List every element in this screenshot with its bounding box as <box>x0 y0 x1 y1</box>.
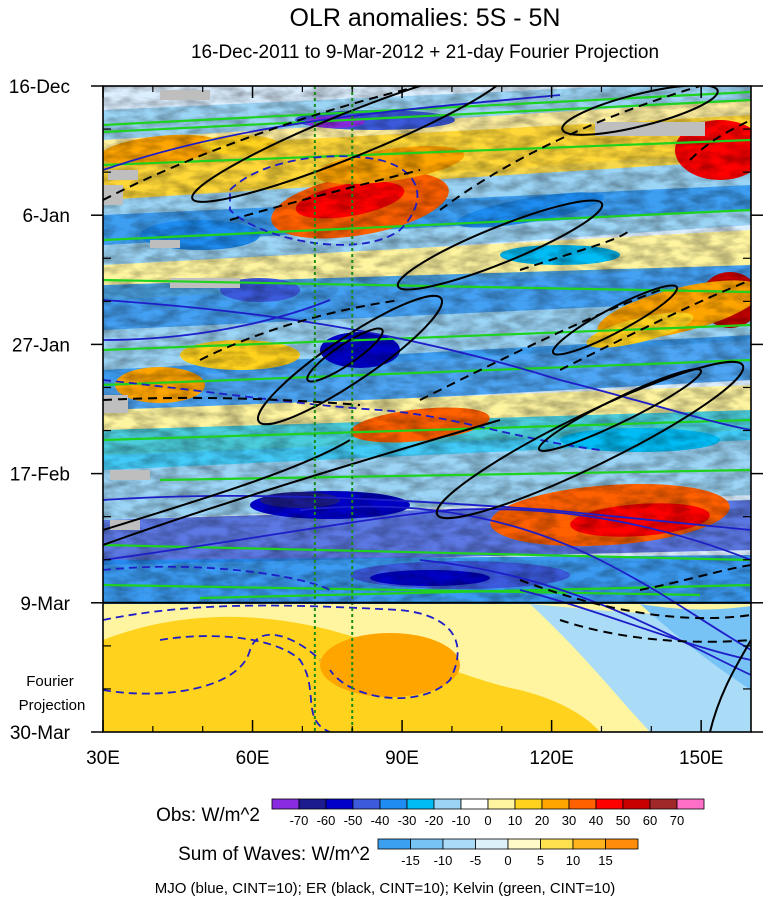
obs-colorbar-level-label: 20 <box>535 813 549 828</box>
obs-colorbar-level-label: -10 <box>452 813 471 828</box>
obs-colorbar-swatch <box>433 798 462 810</box>
waves-colorbar-level-label: -10 <box>434 853 453 868</box>
obs-colorbar-swatch <box>487 798 516 810</box>
x-tick-label: 120E <box>529 748 573 769</box>
obs-colorbar-swatch <box>298 798 327 810</box>
obs-colorbar-swatch <box>271 798 300 810</box>
obs-colorbar-swatch <box>406 798 435 810</box>
x-tick-label: 30E <box>86 748 120 769</box>
waves-colorbar-level-label: 0 <box>504 853 511 868</box>
obs-colorbar-swatch <box>379 798 408 810</box>
y-tick-label: 16-Dec <box>9 77 70 98</box>
waves-colorbar-level-label: 5 <box>537 853 544 868</box>
y-tick-label: 6-Jan <box>22 206 70 227</box>
obs-colorbar-level-label: 60 <box>643 813 657 828</box>
obs-colorbar-swatch <box>514 798 543 810</box>
y-axis: 16-Dec 6-Jan 27-Jan 17-Feb 9-Mar 30-Mar <box>9 77 763 744</box>
projection-label-line1: Fourier <box>26 673 74 690</box>
er-contours <box>103 86 751 732</box>
projection-label-line2: Projection <box>19 697 86 714</box>
contour-legend: MJO (blue, CINT=10); ER (black, CINT=10)… <box>155 880 616 897</box>
waves-colorbar-swatch <box>540 838 574 850</box>
y-tick-label: 9-Mar <box>20 594 70 615</box>
x-tick-label: 150E <box>679 748 723 769</box>
waves-colorbar-swatch <box>605 838 639 850</box>
obs-colorbar-swatch <box>649 798 678 810</box>
obs-colorbar: -70 -60 -50 -40 -30 -20 -10 0 10 20 30 40 50 60 70 <box>271 798 705 828</box>
obs-colorbar-level-label: -20 <box>425 813 444 828</box>
obs-colorbar-swatch <box>541 798 570 810</box>
obs-colorbar-level-label: 10 <box>508 813 522 828</box>
waves-colorbar: -15 -10 -5 0 5 10 15 <box>377 838 639 868</box>
obs-colorbar-level-label: -40 <box>371 813 390 828</box>
obs-colorbar-level-label: -30 <box>398 813 417 828</box>
waves-colorbar-swatch <box>507 838 541 850</box>
waves-colorbar-level-label: 15 <box>598 853 612 868</box>
obs-colorbar-swatch <box>622 798 651 810</box>
obs-colorbar-level-label: -70 <box>290 813 309 828</box>
obs-colorbar-level-label: 40 <box>589 813 603 828</box>
x-tick-label: 90E <box>385 748 419 769</box>
obs-colorbar-swatch <box>460 798 489 810</box>
waves-colorbar-label: Sum of Waves: W/m^2 <box>178 844 370 865</box>
obs-colorbar-level-label: 0 <box>484 813 491 828</box>
obs-colorbar-level-label: 70 <box>670 813 684 828</box>
waves-colorbar-level-label: -15 <box>401 853 420 868</box>
obs-colorbar-swatch <box>676 798 705 810</box>
plot-area <box>103 86 751 732</box>
y-tick-label: 30-Mar <box>10 723 71 744</box>
obs-field <box>103 86 751 604</box>
waves-colorbar-swatch <box>377 838 411 850</box>
projection-field <box>103 604 751 732</box>
y-tick-label: 17-Feb <box>10 465 70 486</box>
obs-colorbar-level-label: 50 <box>616 813 630 828</box>
plot-frame <box>102 85 752 733</box>
obs-colorbar-level-label: -50 <box>344 813 363 828</box>
waves-colorbar-level-label: -5 <box>470 853 482 868</box>
obs-colorbar-swatch <box>595 798 624 810</box>
chart-title: OLR anomalies: 5S - 5N <box>290 4 561 32</box>
obs-colorbar-swatch <box>352 798 381 810</box>
obs-colorbar-swatch <box>325 798 354 810</box>
y-tick-label: 27-Jan <box>12 335 70 356</box>
obs-colorbar-level-label: -60 <box>317 813 336 828</box>
waves-colorbar-swatch <box>410 838 444 850</box>
obs-colorbar-label: Obs: W/m^2 <box>156 805 260 826</box>
waves-colorbar-swatch <box>475 838 509 850</box>
waves-colorbar-swatch <box>442 838 476 850</box>
waves-colorbar-swatch <box>572 838 606 850</box>
obs-colorbar-swatch <box>568 798 597 810</box>
obs-colorbar-level-label: 30 <box>562 813 576 828</box>
x-tick-label: 60E <box>236 748 270 769</box>
waves-colorbar-level-label: 10 <box>566 853 580 868</box>
chart-subtitle: 16-Dec-2011 to 9-Mar-2012 + 21-day Fouri… <box>191 42 659 63</box>
x-axis: 30E 60E 90E 120E 150E <box>86 86 723 769</box>
